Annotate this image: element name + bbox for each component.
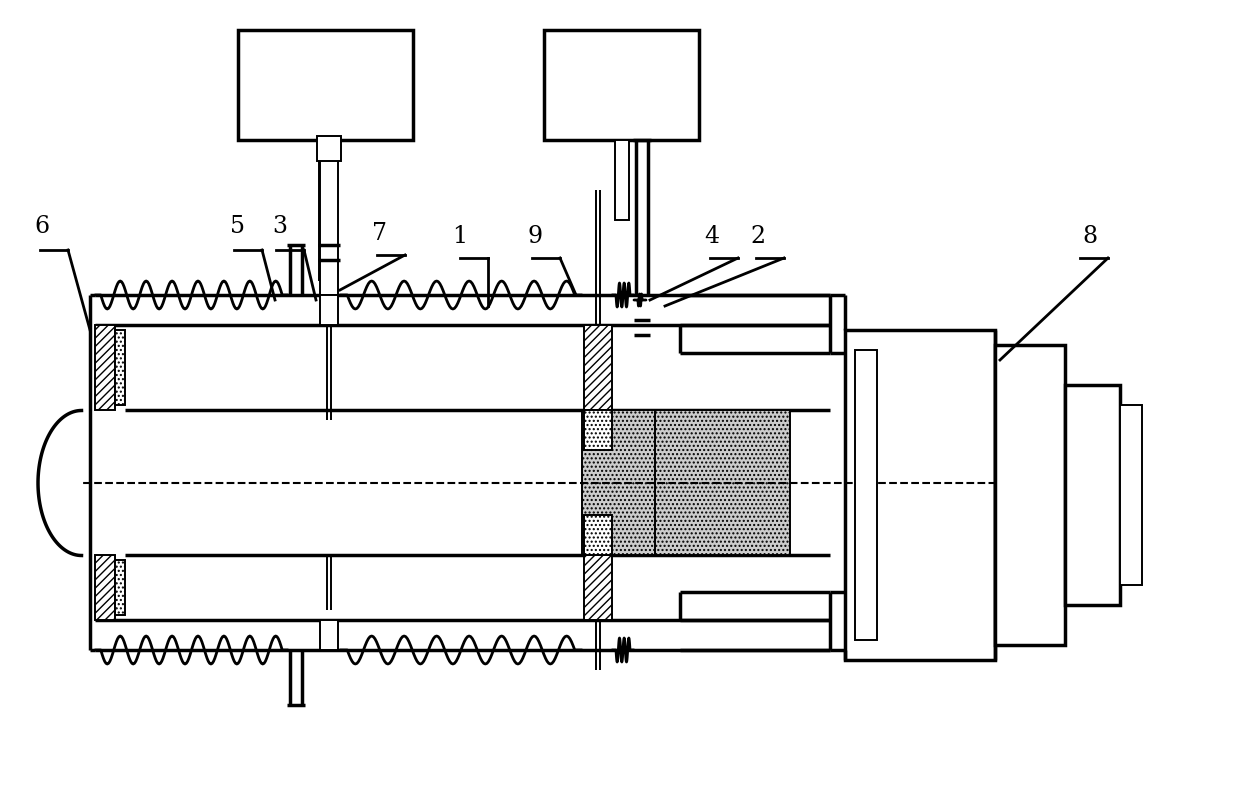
Bar — [544, 30, 699, 140]
Polygon shape — [38, 411, 82, 556]
Bar — [115, 330, 125, 405]
Text: 9: 9 — [527, 225, 543, 248]
Bar — [615, 140, 629, 220]
Bar — [317, 136, 341, 161]
Text: 7: 7 — [372, 222, 387, 245]
Text: 2: 2 — [750, 225, 765, 248]
Bar — [994, 345, 1065, 645]
Text: 8: 8 — [1083, 225, 1097, 248]
Text: 1: 1 — [453, 225, 467, 248]
Bar — [1065, 385, 1120, 605]
Bar — [319, 140, 334, 280]
Text: 6: 6 — [35, 215, 50, 238]
Text: 3: 3 — [273, 215, 288, 238]
Bar — [115, 560, 125, 615]
Bar — [584, 325, 613, 410]
Bar — [1120, 405, 1142, 585]
Bar — [584, 410, 613, 450]
Bar — [95, 325, 115, 410]
Bar — [320, 295, 339, 325]
Bar — [856, 350, 877, 640]
Bar — [238, 30, 413, 140]
Bar — [584, 555, 613, 620]
Text: 5: 5 — [231, 215, 246, 238]
Text: 4: 4 — [704, 225, 719, 248]
Bar — [320, 620, 339, 650]
Bar — [584, 515, 613, 555]
Bar — [582, 410, 790, 555]
Bar — [95, 555, 115, 620]
Bar — [320, 140, 339, 295]
Bar — [844, 330, 994, 660]
